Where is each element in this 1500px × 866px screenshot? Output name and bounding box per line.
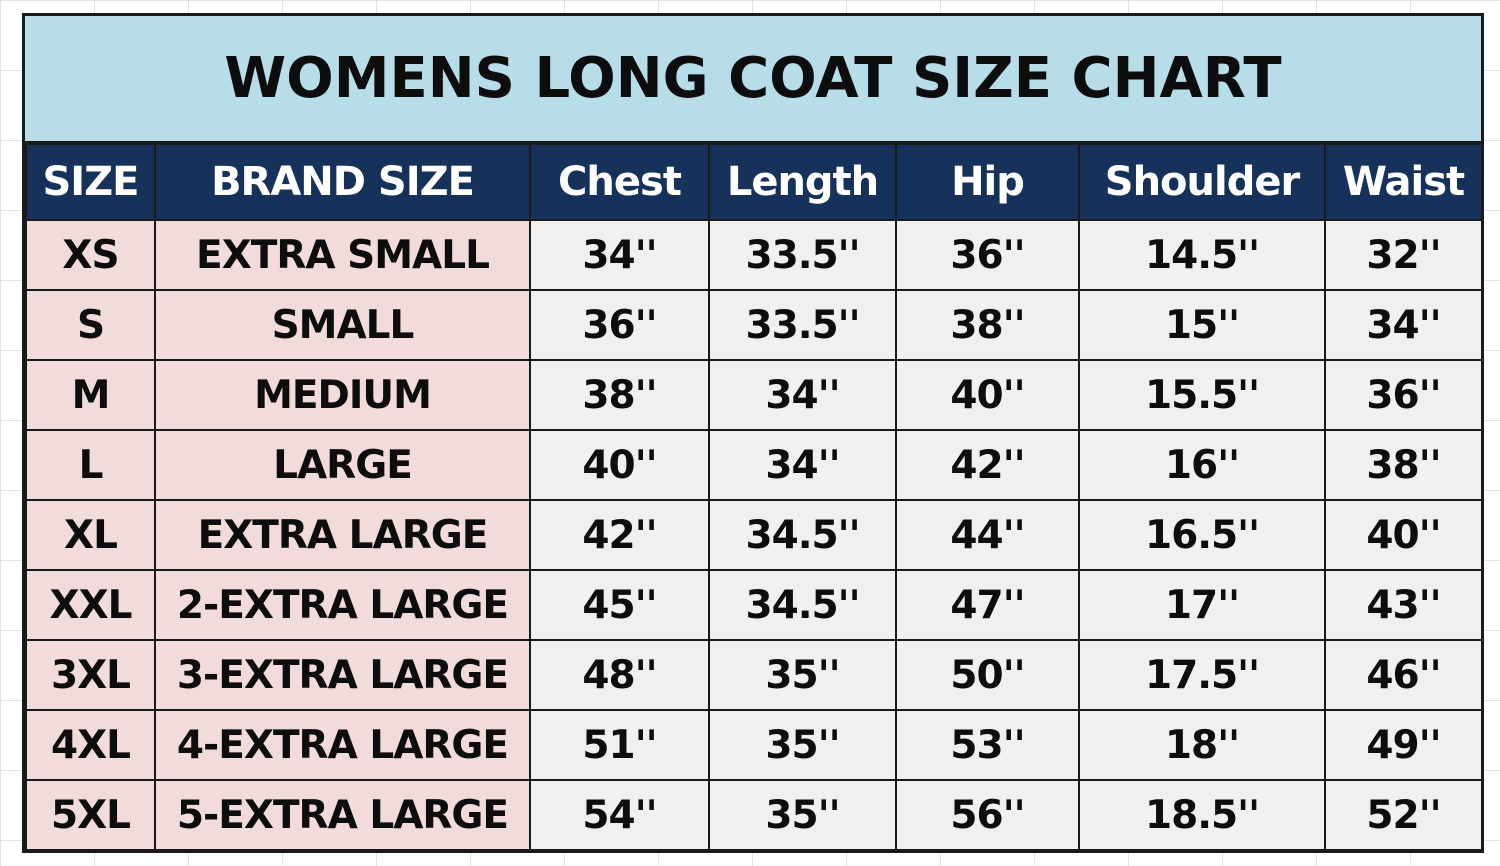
cell-size: XL xyxy=(25,499,156,571)
cell-length: 35'' xyxy=(708,709,897,781)
cell-shoulder: 14.5'' xyxy=(1078,219,1326,291)
cell-chest: 34'' xyxy=(529,219,710,291)
header-length: Length xyxy=(708,143,897,221)
cell-chest: 40'' xyxy=(529,429,710,501)
cell-waist: 36'' xyxy=(1324,359,1483,431)
cell-brand-size: EXTRA SMALL xyxy=(154,219,531,291)
title-bar: WOMENS LONG COAT SIZE CHART xyxy=(25,16,1481,143)
header-shoulder: Shoulder xyxy=(1078,143,1326,221)
cell-size: 5XL xyxy=(25,779,156,851)
cell-size: XS xyxy=(25,219,156,291)
cell-brand-size: 3-EXTRA LARGE xyxy=(154,639,531,711)
header-chest: Chest xyxy=(529,143,710,221)
cell-waist: 32'' xyxy=(1324,219,1483,291)
cell-brand-size: 5-EXTRA LARGE xyxy=(154,779,531,851)
table-row: XXL 2-EXTRA LARGE 45'' 34.5'' 47'' 17'' 43'' xyxy=(25,569,1483,641)
cell-shoulder: 15'' xyxy=(1078,289,1326,361)
header-row: SIZE BRAND SIZE Chest Length Hip Shoulde… xyxy=(25,143,1483,221)
cell-brand-size: 2-EXTRA LARGE xyxy=(154,569,531,641)
cell-hip: 40'' xyxy=(895,359,1080,431)
cell-waist: 40'' xyxy=(1324,499,1483,571)
header-brand-size: BRAND SIZE xyxy=(154,143,531,221)
cell-length: 35'' xyxy=(708,639,897,711)
cell-waist: 46'' xyxy=(1324,639,1483,711)
cell-chest: 54'' xyxy=(529,779,710,851)
cell-chest: 48'' xyxy=(529,639,710,711)
cell-brand-size: EXTRA LARGE xyxy=(154,499,531,571)
cell-shoulder: 15.5'' xyxy=(1078,359,1326,431)
cell-length: 34'' xyxy=(708,359,897,431)
cell-brand-size: 4-EXTRA LARGE xyxy=(154,709,531,781)
header-waist: Waist xyxy=(1324,143,1483,221)
table-row: XS EXTRA SMALL 34'' 33.5'' 36'' 14.5'' 32'' xyxy=(25,219,1483,291)
cell-brand-size: SMALL xyxy=(154,289,531,361)
size-chart: WOMENS LONG COAT SIZE CHART SIZE BRAND S… xyxy=(22,13,1484,853)
cell-chest: 38'' xyxy=(529,359,710,431)
cell-size: 4XL xyxy=(25,709,156,781)
cell-chest: 45'' xyxy=(529,569,710,641)
cell-length: 33.5'' xyxy=(708,289,897,361)
header-size: SIZE xyxy=(25,143,156,221)
cell-waist: 52'' xyxy=(1324,779,1483,851)
cell-length: 33.5'' xyxy=(708,219,897,291)
cell-waist: 38'' xyxy=(1324,429,1483,501)
cell-shoulder: 18'' xyxy=(1078,709,1326,781)
cell-shoulder: 17'' xyxy=(1078,569,1326,641)
cell-chest: 42'' xyxy=(529,499,710,571)
table-row: 4XL 4-EXTRA LARGE 51'' 35'' 53'' 18'' 49'' xyxy=(25,709,1483,781)
table-row: M MEDIUM 38'' 34'' 40'' 15.5'' 36'' xyxy=(25,359,1483,431)
table-row: S SMALL 36'' 33.5'' 38'' 15'' 34'' xyxy=(25,289,1483,361)
cell-shoulder: 17.5'' xyxy=(1078,639,1326,711)
cell-length: 34.5'' xyxy=(708,569,897,641)
cell-hip: 44'' xyxy=(895,499,1080,571)
cell-hip: 36'' xyxy=(895,219,1080,291)
cell-shoulder: 18.5'' xyxy=(1078,779,1326,851)
cell-size: L xyxy=(25,429,156,501)
cell-hip: 42'' xyxy=(895,429,1080,501)
cell-length: 34.5'' xyxy=(708,499,897,571)
cell-waist: 43'' xyxy=(1324,569,1483,641)
cell-hip: 53'' xyxy=(895,709,1080,781)
table-row: XL EXTRA LARGE 42'' 34.5'' 44'' 16.5'' 40'' xyxy=(25,499,1483,571)
cell-shoulder: 16'' xyxy=(1078,429,1326,501)
cell-length: 34'' xyxy=(708,429,897,501)
cell-waist: 34'' xyxy=(1324,289,1483,361)
cell-hip: 50'' xyxy=(895,639,1080,711)
cell-size: 3XL xyxy=(25,639,156,711)
chart-title: WOMENS LONG COAT SIZE CHART xyxy=(224,46,1282,111)
cell-hip: 56'' xyxy=(895,779,1080,851)
cell-hip: 38'' xyxy=(895,289,1080,361)
table-row: 3XL 3-EXTRA LARGE 48'' 35'' 50'' 17.5'' 46'' xyxy=(25,639,1483,711)
header-hip: Hip xyxy=(895,143,1080,221)
cell-brand-size: LARGE xyxy=(154,429,531,501)
cell-size: M xyxy=(25,359,156,431)
size-table: SIZE BRAND SIZE Chest Length Hip Shoulde… xyxy=(25,143,1483,851)
cell-chest: 36'' xyxy=(529,289,710,361)
cell-shoulder: 16.5'' xyxy=(1078,499,1326,571)
cell-size: S xyxy=(25,289,156,361)
cell-length: 35'' xyxy=(708,779,897,851)
cell-brand-size: MEDIUM xyxy=(154,359,531,431)
cell-chest: 51'' xyxy=(529,709,710,781)
cell-size: XXL xyxy=(25,569,156,641)
table-row: 5XL 5-EXTRA LARGE 54'' 35'' 56'' 18.5'' 52'' xyxy=(25,779,1483,851)
cell-waist: 49'' xyxy=(1324,709,1483,781)
cell-hip: 47'' xyxy=(895,569,1080,641)
table-row: L LARGE 40'' 34'' 42'' 16'' 38'' xyxy=(25,429,1483,501)
